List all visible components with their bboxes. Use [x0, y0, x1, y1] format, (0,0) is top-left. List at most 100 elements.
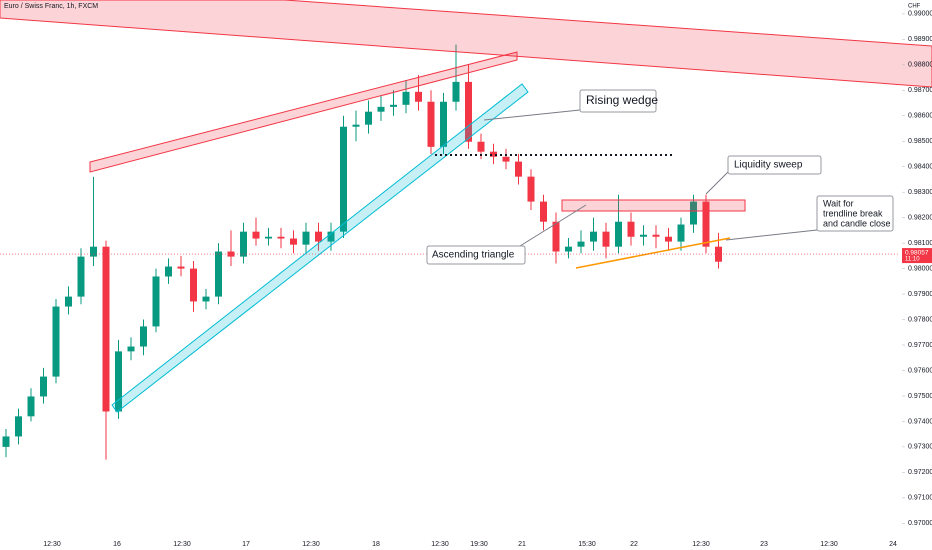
y-tick-label: 0.97200	[908, 469, 932, 476]
candle-body	[665, 236, 672, 242]
x-tick-label: 17	[242, 541, 250, 548]
x-tick-label: 16	[113, 541, 121, 548]
x-tick-label: 19:30	[470, 541, 488, 548]
annotation-box	[579, 89, 657, 113]
candle-body	[477, 141, 485, 152]
y-tick-label: 0.98500	[908, 138, 932, 145]
x-tick-label: 12:30	[302, 541, 320, 548]
candle-body	[527, 176, 535, 202]
y-tick-label: 0.97500	[908, 393, 932, 400]
y-tick-label: 0.98000	[908, 265, 932, 272]
candle-body	[615, 221, 622, 247]
x-tick-label: 18	[372, 541, 380, 548]
connector	[519, 204, 587, 247]
candle-body	[352, 124, 360, 127]
liquidity-zone	[561, 199, 746, 212]
candle-body	[540, 201, 547, 222]
candle-body	[652, 234, 660, 237]
candle-body	[202, 296, 210, 302]
connector	[725, 229, 818, 241]
x-tick-label: 12:30	[43, 541, 61, 548]
x-tick-label: 15:30	[578, 541, 596, 548]
chart-title: Euro / Swiss Franc, 1h, FXCM	[4, 3, 98, 10]
candle-body	[565, 246, 572, 252]
candle-body	[677, 224, 685, 242]
annotation-box	[816, 195, 894, 232]
candle-body	[627, 221, 635, 237]
candle-body	[502, 156, 510, 162]
candle-body	[640, 234, 647, 237]
x-tick-label: 21	[518, 541, 526, 548]
y-tick-label: 0.97100	[908, 495, 932, 502]
candle-body	[102, 246, 110, 412]
triangle-trendline	[575, 237, 731, 269]
candles	[2, 44, 722, 460]
resistance-zone	[0, 0, 932, 88]
countdown-label: 11:10	[905, 257, 920, 263]
candle-body	[140, 326, 147, 347]
annotation: trendline break	[823, 208, 883, 218]
candle-body	[65, 296, 72, 307]
y-tick-label: 0.97600	[908, 367, 932, 374]
candle-body	[715, 246, 722, 262]
candle-body	[52, 306, 60, 377]
x-tick-label: 24	[889, 541, 897, 548]
candle-body	[252, 231, 260, 239]
x-tick-label: 12:30	[820, 541, 838, 548]
connector	[483, 109, 581, 121]
y-tick-label: 0.97400	[908, 418, 932, 425]
candle-body	[115, 351, 122, 412]
y-tick-label: 0.97300	[908, 444, 932, 451]
y-tick-label: 0.97900	[908, 291, 932, 298]
candle-body	[190, 268, 197, 302]
candle-body	[302, 231, 310, 245]
candle-body	[152, 276, 160, 327]
annotation: and candle close	[823, 218, 891, 228]
y-tick-label: 0.98300	[908, 189, 932, 196]
x-tick-label: 12:30	[431, 541, 449, 548]
y-tick-label: 0.98100	[908, 240, 932, 247]
candle-body	[390, 104, 397, 107]
candle-body	[552, 221, 560, 252]
y-axis-label: CHF	[908, 4, 921, 10]
y-tick-label: 0.98900	[908, 36, 932, 43]
candle-body	[240, 231, 247, 257]
candle-body	[340, 126, 347, 232]
annotation: Rising wedge	[586, 93, 658, 107]
candle-body	[577, 241, 585, 247]
candle-body	[590, 231, 597, 242]
candle-body	[465, 81, 472, 142]
candle-body	[377, 106, 385, 112]
x-tick-label: 23	[760, 541, 768, 548]
candle-body	[327, 231, 335, 242]
candle-body	[90, 246, 97, 257]
annotation-box	[426, 245, 526, 265]
axes: 0.97000 0.97100 0.97200 0.97300 0.97400 0.975…	[43, 11, 932, 548]
candle-body	[277, 236, 285, 239]
candle-body	[315, 231, 322, 242]
y-tick-label: 0.97000	[908, 520, 932, 527]
y-tick-label: 0.99000	[908, 11, 932, 18]
y-tick-label: 0.98700	[908, 87, 932, 94]
y-tick-label: 0.97800	[908, 316, 932, 323]
candle-body	[402, 91, 410, 105]
candle-body	[440, 101, 447, 147]
annotation: Ascending triangle	[432, 250, 515, 261]
last-price-tag	[902, 248, 932, 264]
candle-body	[290, 238, 297, 245]
candle-body	[515, 161, 522, 177]
candle-body	[690, 201, 697, 225]
y-tick-label: 0.97700	[908, 342, 932, 349]
candle-body	[2, 436, 10, 447]
candle-body	[490, 151, 497, 157]
candle-body	[602, 231, 610, 247]
y-tick-label: 0.98400	[908, 164, 932, 171]
candle-body	[265, 236, 272, 239]
annotation: Liquidity sweep	[734, 160, 803, 171]
x-tick-label: 22	[630, 541, 638, 548]
candle-body	[702, 201, 710, 247]
candle-body	[77, 256, 85, 297]
wedge-lower-line	[111, 83, 529, 413]
candle-body	[427, 101, 435, 147]
